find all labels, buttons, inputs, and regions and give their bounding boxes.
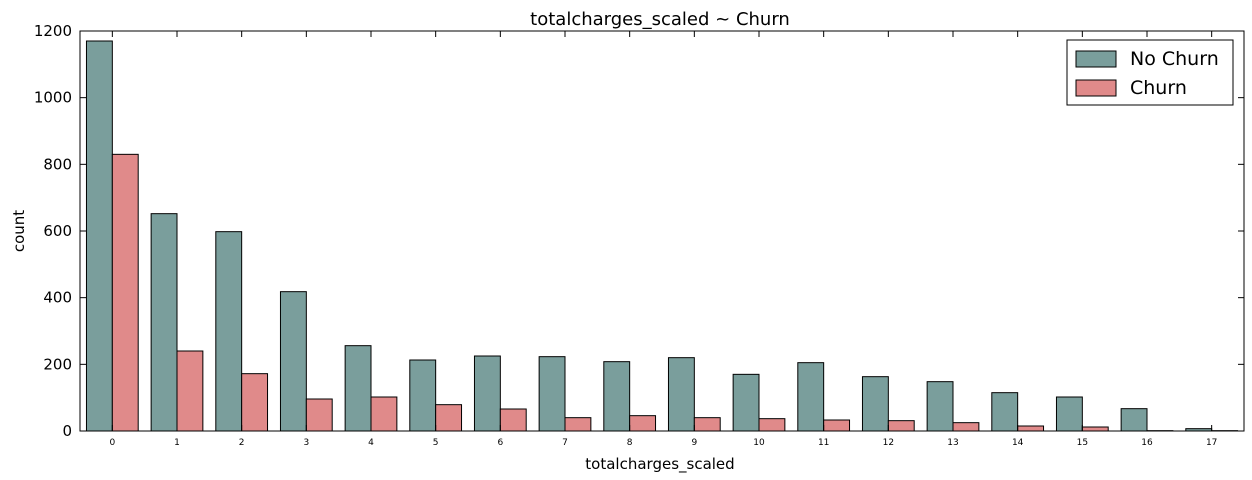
bar-no-churn-6: [473, 355, 501, 432]
bar-churn-14: [1017, 425, 1045, 432]
x-tick-label: 11: [818, 438, 829, 448]
x-tick-label: 7: [562, 438, 568, 448]
bar-no-churn-12: [861, 376, 889, 432]
bar-churn-4: [370, 396, 398, 432]
x-tick-label: 3: [303, 438, 309, 448]
legend: No Churn Churn: [1066, 39, 1234, 106]
bar-churn-10: [758, 418, 786, 432]
bar-churn-7: [564, 417, 592, 432]
bar-churn-11: [823, 419, 851, 432]
x-tick-label: 6: [497, 438, 503, 448]
bar-no-churn-13: [926, 381, 954, 432]
x-tick-label: 5: [433, 438, 439, 448]
bars-group: [85, 40, 1239, 432]
x-tick-label: 15: [1077, 438, 1088, 448]
x-tick-label: 17: [1206, 438, 1217, 448]
x-tick-label: 14: [1012, 438, 1024, 448]
y-tick-label: 800: [43, 155, 72, 173]
bar-no-churn-5: [409, 359, 437, 432]
bar-churn-6: [499, 408, 527, 432]
x-tick-label: 1: [174, 438, 180, 448]
legend-swatch-churn: [1075, 79, 1117, 97]
y-tick-label: 400: [43, 289, 72, 307]
legend-label-churn: Churn: [1130, 77, 1187, 99]
bar-no-churn-3: [279, 291, 307, 432]
bar-no-churn-0: [85, 40, 113, 432]
y-tick-label: 0: [62, 422, 72, 440]
x-tick-label: 12: [883, 438, 894, 448]
bar-no-churn-1: [150, 213, 178, 432]
bar-no-churn-11: [797, 362, 825, 432]
bar-churn-13: [952, 422, 980, 432]
x-tick-label: 10: [753, 438, 765, 448]
legend-label-no-churn: No Churn: [1130, 48, 1219, 70]
chart-title: totalcharges_scaled ~ Churn: [530, 9, 790, 30]
bar-no-churn-7: [538, 356, 566, 432]
bar-churn-15: [1081, 426, 1109, 432]
x-tick-label: 8: [627, 438, 633, 448]
y-ticks-group: 0 200 400 600 800 1000 1200: [34, 22, 1244, 440]
bar-churn-9: [693, 417, 721, 432]
x-tick-label: 4: [368, 438, 374, 448]
bar-no-churn-10: [732, 373, 760, 432]
bar-churn-3: [305, 398, 333, 432]
bar-churn-12: [887, 420, 915, 432]
y-axis-label: count: [10, 210, 28, 252]
x-tick-label: 13: [947, 438, 958, 448]
bar-no-churn-14: [991, 392, 1019, 432]
y-tick-label: 1200: [34, 22, 72, 40]
bar-churn-1: [176, 350, 204, 432]
x-tick-label: 2: [239, 438, 245, 448]
x-tick-label: 0: [109, 438, 115, 448]
x-tick-label: 9: [691, 438, 697, 448]
bar-no-churn-8: [603, 361, 631, 432]
bar-no-churn-4: [344, 345, 372, 432]
bar-no-churn-9: [667, 357, 695, 432]
y-tick-label: 1000: [34, 89, 72, 107]
bar-churn-0: [111, 153, 139, 432]
bar-no-churn-2: [215, 231, 243, 432]
bar-churn-5: [435, 404, 463, 432]
x-tick-label: 16: [1141, 438, 1153, 448]
y-tick-label: 600: [43, 222, 72, 240]
bar-no-churn-15: [1055, 396, 1083, 432]
y-tick-label: 200: [43, 355, 72, 373]
plot-frame: [79, 30, 1245, 432]
x-ticks-group: 0 1 2 3 4 5 6 7 8 9 10 11 12 13 14 15 16 17: [109, 31, 1217, 448]
bar-churn-8: [629, 415, 657, 432]
bar-churn-2: [241, 373, 269, 432]
x-axis-label: totalcharges_scaled: [585, 455, 734, 474]
legend-swatch-no-churn: [1075, 50, 1117, 68]
bar-no-churn-16: [1120, 408, 1148, 432]
